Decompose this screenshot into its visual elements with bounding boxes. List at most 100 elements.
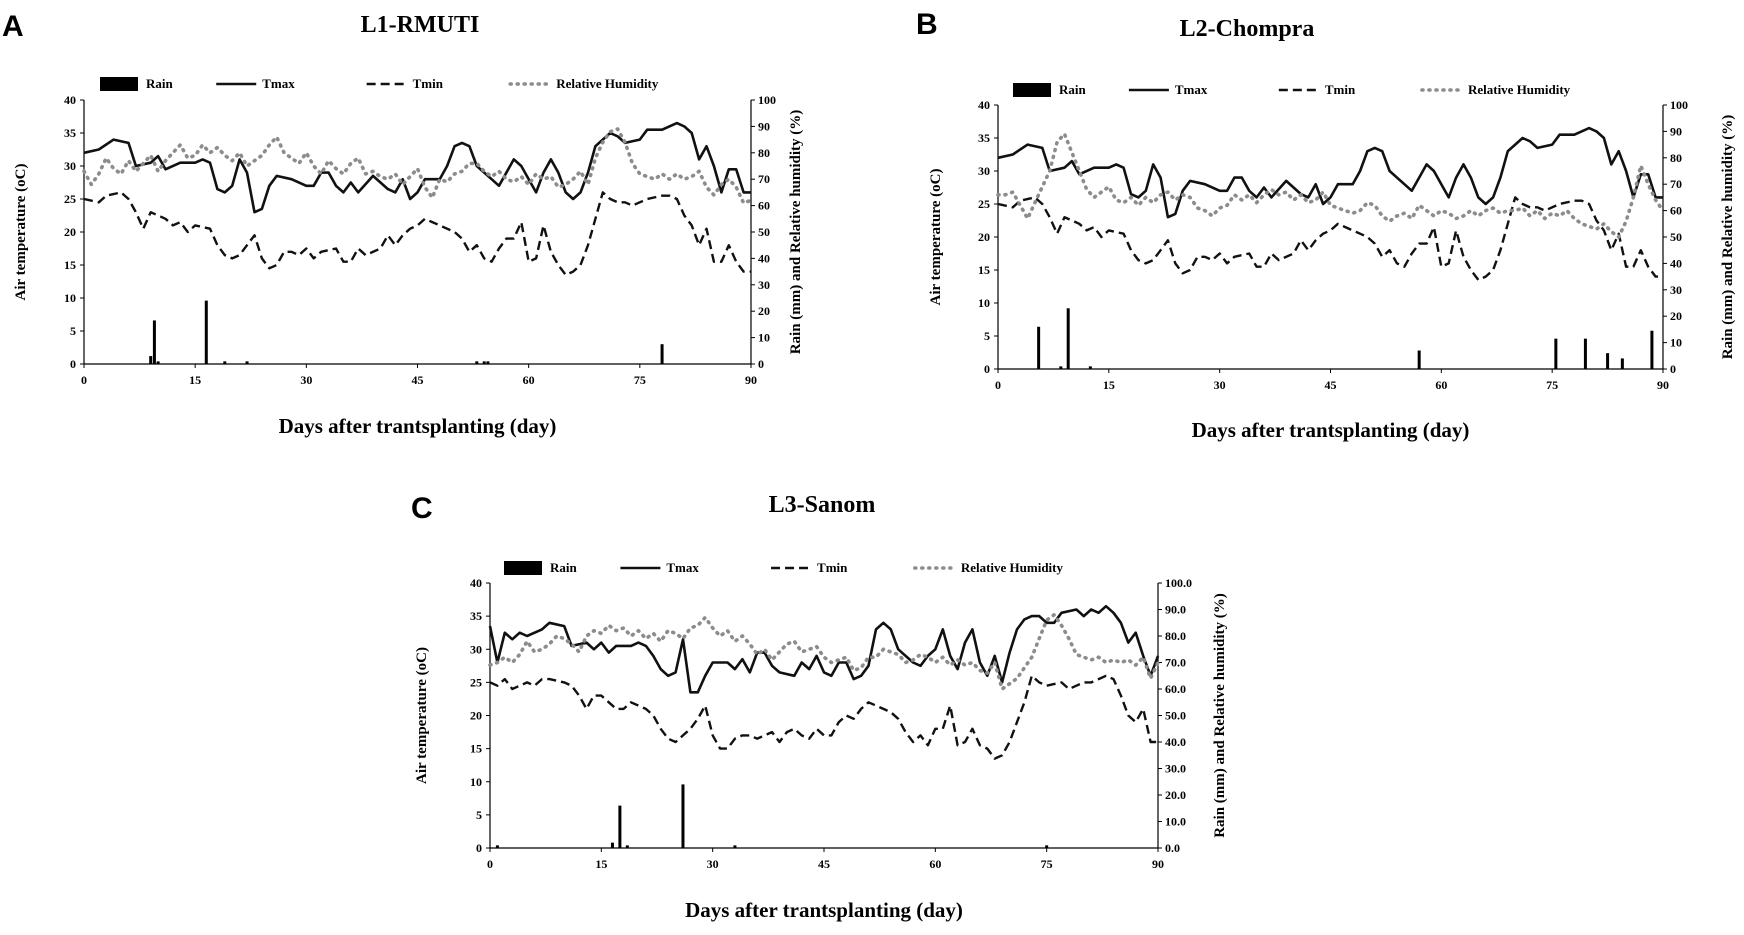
panel-letter-a: A: [2, 10, 24, 43]
y2-tick-label: 100: [1670, 98, 1688, 112]
y2-tick-label: 100: [758, 93, 776, 107]
y-tick-label: 10: [470, 775, 482, 789]
y2-tick-label: 60: [758, 199, 770, 213]
x-tick-label: 60: [1435, 378, 1447, 392]
tmin-line: [83, 191, 751, 277]
y-tick-label: 5: [70, 324, 76, 338]
y2-tick-label: 60.0: [1165, 682, 1186, 696]
tmax-line: [488, 604, 1160, 694]
plot-area-c: 0 5 10 15 20 25 30 35 40 0.0 10.0 20.0 30.0 40.0 50.0 6…: [414, 560, 1228, 922]
tmin-line: [997, 196, 1663, 282]
y-tick-label: 15: [978, 263, 990, 277]
y-tick-label: 15: [64, 258, 76, 272]
y2-tick-label: 90: [1670, 124, 1682, 138]
y-tick-label: 30: [64, 159, 76, 173]
y2-tick-label: 80: [758, 146, 770, 160]
y2-tick-label: 60: [1670, 204, 1682, 218]
y-tick-label: 40: [64, 93, 76, 107]
rain-bar: [681, 784, 685, 848]
y2-tick-label: 50: [758, 225, 770, 239]
rain-bar: [625, 845, 629, 848]
rain-bar: [660, 344, 664, 364]
legend-label: Relative Humidity: [556, 76, 659, 91]
y2-tick-label: 90.0: [1165, 603, 1186, 617]
y2-tick-label: 20: [758, 304, 770, 318]
rain-bar: [1554, 338, 1558, 369]
y-axis-title: Air temperature (oC): [928, 169, 944, 306]
y2-tick-label: 80.0: [1165, 629, 1186, 643]
rain-bar: [1606, 353, 1610, 369]
y-tick-label: 35: [64, 126, 76, 140]
y-tick-label: 20: [64, 225, 76, 239]
x-tick-label: 90: [745, 373, 757, 387]
panel-c: C L3-Sanom 0 5 10 15 20 25 30 35 40 0.0 10.0 20.0 30…: [411, 492, 1228, 922]
tmin-line: [489, 674, 1158, 760]
x-tick-label: 0: [81, 373, 87, 387]
y2-tick-label: 70: [1670, 177, 1682, 191]
y-tick-label: 25: [64, 192, 76, 206]
rain-bar: [156, 361, 160, 364]
y2-tick-label: 10: [1670, 336, 1682, 350]
y2-tick-label: 50: [1670, 230, 1682, 244]
rain-bar: [245, 361, 249, 364]
y-tick-label: 5: [476, 808, 482, 822]
y2-tick-label: 40: [1670, 256, 1682, 270]
y2-tick-label: 30.0: [1165, 762, 1186, 776]
y-tick-label: 0: [70, 357, 76, 371]
x-tick-label: 0: [995, 378, 1001, 392]
y2-tick-label: 20.0: [1165, 788, 1186, 802]
rh-line: [82, 127, 753, 205]
x-tick-label: 45: [412, 373, 424, 387]
rain-bar: [1620, 358, 1624, 369]
y2-tick-label: 0.0: [1165, 841, 1180, 855]
rain-bar: [618, 805, 622, 848]
x-tick-label: 15: [595, 857, 607, 871]
y2-tick-label: 0: [758, 357, 764, 371]
y2-axis-title: Rain (mm) and Relative humidity (%): [788, 110, 804, 355]
y2-tick-label: 10.0: [1165, 815, 1186, 829]
y-tick-label: 15: [470, 742, 482, 756]
y-tick-label: 35: [470, 609, 482, 623]
y2-tick-label: 50.0: [1165, 709, 1186, 723]
rain-bar: [482, 361, 486, 364]
y-axis-title: Air temperature (oC): [414, 647, 430, 784]
y-tick-label: 35: [978, 131, 990, 145]
y2-tick-label: 40.0: [1165, 735, 1186, 749]
rain-bar: [204, 300, 208, 364]
legend: Rain Tmax Tmin Relative Humidity: [100, 76, 659, 91]
y2-tick-label: 20: [1670, 309, 1682, 323]
rain-bar: [1417, 350, 1421, 369]
rain-bar: [1066, 308, 1070, 369]
y2-tick-label: 80: [1670, 151, 1682, 165]
y2-tick-label: 100.0: [1165, 576, 1192, 590]
legend-label: Relative Humidity: [961, 560, 1064, 575]
y-tick-label: 20: [470, 709, 482, 723]
rain-bar: [733, 845, 737, 848]
y-tick-label: 5: [984, 329, 990, 343]
chart-title-a: L1-RMUTI: [361, 12, 480, 38]
legend-label: Relative Humidity: [1468, 82, 1571, 97]
x-tick-label: 75: [1041, 857, 1053, 871]
rain-bar: [152, 320, 156, 364]
x-tick-label: 45: [818, 857, 830, 871]
legend-label: Rain: [550, 560, 578, 575]
y-tick-label: 25: [470, 675, 482, 689]
y2-tick-label: 0: [1670, 362, 1676, 376]
y-tick-label: 40: [470, 576, 482, 590]
chart-title-b: L2-Chompra: [1180, 16, 1315, 42]
legend-label: Tmin: [1325, 82, 1356, 97]
legend: Rain Tmax Tmin Relative Humidity: [1013, 82, 1571, 97]
y2-axis-title: Rain (mm) and Relative humidity (%): [1212, 593, 1228, 838]
rain-bar: [486, 361, 490, 364]
y-tick-label: 30: [470, 642, 482, 656]
y2-tick-label: 70.0: [1165, 656, 1186, 670]
x-tick-label: 30: [1214, 378, 1226, 392]
legend-label: Tmax: [1175, 82, 1208, 97]
x-tick-label: 75: [1546, 378, 1558, 392]
rain-bar: [495, 845, 499, 848]
x-tick-label: 30: [707, 857, 719, 871]
x-axis-title: Days after trantsplanting (day): [1192, 418, 1470, 442]
plot-area-b: 0 5 10 15 20 25 30 35 40 0 10 20 30 40 50 60 70 80 90 100 0 1…: [928, 82, 1736, 442]
legend-label: Rain: [146, 76, 174, 91]
